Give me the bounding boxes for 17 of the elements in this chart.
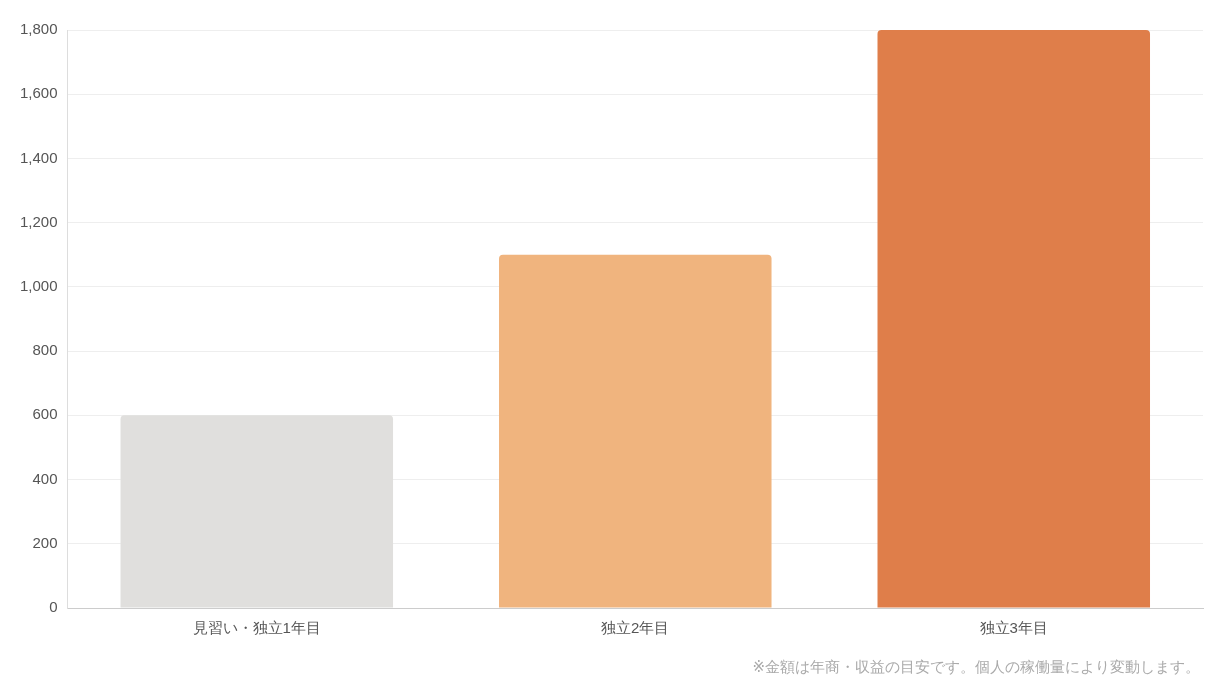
text: ※金額は年商・収益の目安です。個人の稼働量により変動します。 bbox=[752, 658, 1200, 677]
bar bbox=[120, 415, 394, 608]
y-tick-label: 0 bbox=[49, 598, 58, 616]
y-tick-label: 200 bbox=[32, 533, 58, 551]
y-tick-label: 1,600 bbox=[19, 84, 58, 102]
bar bbox=[877, 30, 1151, 608]
x-tick-label: 独立3年目 bbox=[979, 619, 1048, 637]
x-tick-label: 独立2年目 bbox=[601, 619, 670, 637]
y-tick-label: 1,800 bbox=[19, 20, 58, 38]
y-tick-label: 600 bbox=[32, 405, 58, 423]
bar bbox=[499, 254, 772, 608]
y-tick-label: 400 bbox=[32, 469, 58, 487]
y-tick-label: 1,000 bbox=[19, 277, 58, 295]
y-tick-label: 1,200 bbox=[19, 212, 58, 230]
y-tick-label: 800 bbox=[32, 341, 58, 359]
y-tick-label: 1,400 bbox=[19, 148, 58, 166]
x-tick-label: 見習い・独立1年目 bbox=[192, 619, 321, 637]
